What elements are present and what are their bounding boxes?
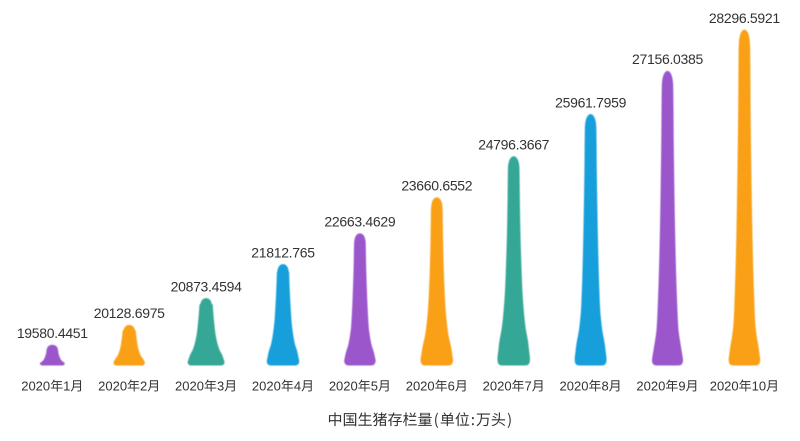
svg-text:27156.0385: 27156.0385 xyxy=(632,51,703,67)
svg-text:8: 8 xyxy=(601,379,608,394)
svg-text:19580.4451: 19580.4451 xyxy=(17,325,88,341)
svg-text:9: 9 xyxy=(678,379,685,394)
svg-text:10: 10 xyxy=(752,379,766,394)
svg-text:2020: 2020 xyxy=(252,379,281,394)
svg-text:21812.765: 21812.765 xyxy=(251,244,315,260)
svg-text:7: 7 xyxy=(525,379,532,394)
svg-text:2020: 2020 xyxy=(406,379,435,394)
svg-text:2020: 2020 xyxy=(710,379,739,394)
svg-text:23660.6552: 23660.6552 xyxy=(401,178,472,194)
svg-text:2020: 2020 xyxy=(98,379,127,394)
svg-text:22663.4629: 22663.4629 xyxy=(324,214,395,230)
svg-text:28296.5921: 28296.5921 xyxy=(709,10,780,26)
svg-text:4: 4 xyxy=(294,379,301,394)
svg-text:2020: 2020 xyxy=(636,379,665,394)
svg-text:3: 3 xyxy=(217,379,224,394)
svg-text:25961.7959: 25961.7959 xyxy=(555,94,626,110)
svg-text:2020: 2020 xyxy=(483,379,512,394)
svg-text:24796.3667: 24796.3667 xyxy=(478,136,549,152)
svg-text:6: 6 xyxy=(448,379,455,394)
svg-text:2: 2 xyxy=(140,379,147,394)
svg-text:5: 5 xyxy=(371,379,378,394)
svg-text:20873.4594: 20873.4594 xyxy=(171,278,242,294)
svg-text:1: 1 xyxy=(63,379,70,394)
svg-text:2020: 2020 xyxy=(175,379,204,394)
svg-text:20128.6975: 20128.6975 xyxy=(94,305,165,321)
svg-text:2020: 2020 xyxy=(21,379,50,394)
svg-text:2020: 2020 xyxy=(329,379,358,394)
svg-text:2020: 2020 xyxy=(560,379,589,394)
